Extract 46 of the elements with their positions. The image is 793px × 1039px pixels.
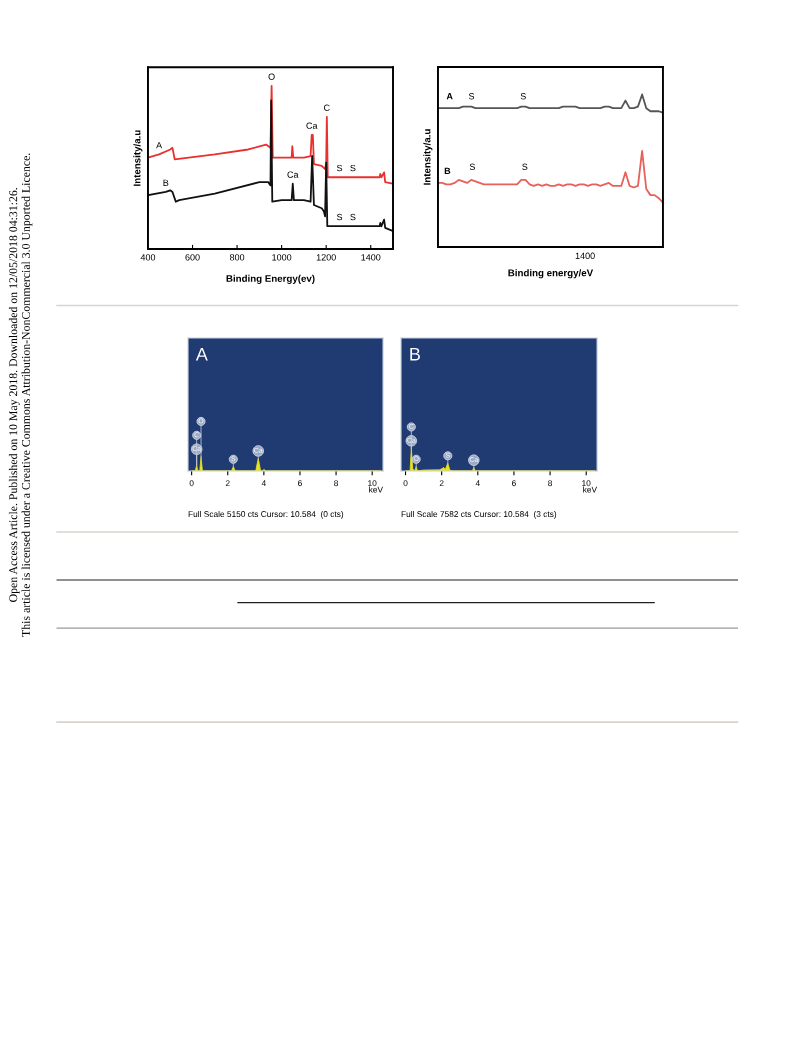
x-tick-label: 8 xyxy=(548,480,553,487)
annotation: S xyxy=(520,93,526,100)
x-tick-label: 10 xyxy=(368,480,377,487)
x-tick-label: 6 xyxy=(298,480,302,487)
annotation: S xyxy=(336,164,343,172)
annotation: S xyxy=(468,93,475,100)
x-tick-label: 1400 xyxy=(361,254,381,261)
annotation: A xyxy=(446,93,453,100)
x-tick-label: 2 xyxy=(439,480,444,487)
annotation: B xyxy=(444,167,451,175)
x-tick-label: 600 xyxy=(185,254,200,261)
x-axis-title: Binding Energy(ev) xyxy=(226,274,315,284)
annotation: B xyxy=(163,179,169,186)
x-tick-label: 4 xyxy=(261,480,266,487)
text: Full Scale 7582 cts Cursor: 10.584 (3 cts) xyxy=(401,510,557,519)
x-tick-label: 0 xyxy=(403,480,408,487)
y-axis-title: Intensity/a.u xyxy=(133,130,143,186)
annotation: S xyxy=(522,163,528,170)
x-tick-label: 0 xyxy=(189,480,194,487)
x-tick-label: 800 xyxy=(229,254,245,261)
y-axis-title: Intensity/a.u xyxy=(423,129,433,185)
x-tick-label: 2 xyxy=(225,480,230,487)
annotation: S xyxy=(350,213,356,221)
annotation: S xyxy=(350,164,356,172)
text: Full Scale 5150 cts Cursor: 10.584 (0 cts) xyxy=(188,510,344,519)
annotation: A xyxy=(156,142,163,149)
x-tick-label: 1200 xyxy=(316,254,336,261)
annotation: C xyxy=(324,104,330,111)
annotation: Ca xyxy=(287,171,299,178)
x-axis-title: Binding energy/eV xyxy=(508,269,594,279)
x-tick-label: 4 xyxy=(475,480,480,487)
annotation: S xyxy=(469,163,475,170)
x-axis-title: keV xyxy=(583,486,598,493)
text: This article is licensed under a Creative Commons Attribution-NonCommercial 3.0 Unported Licence. xyxy=(21,153,33,637)
x-tick-label: 6 xyxy=(512,480,516,487)
chart-title: A xyxy=(195,347,208,361)
x-tick-label: 1000 xyxy=(272,254,292,261)
annotation: Ca xyxy=(306,122,318,129)
chart-title: B xyxy=(410,347,420,361)
annotation: S xyxy=(336,213,343,221)
x-tick-label: 8 xyxy=(334,480,339,487)
x-tick-label: 400 xyxy=(140,254,156,261)
text: Open Access Article. Published on 10 May 2018. Downloaded on 12/05/2018 04:31:26. xyxy=(8,188,20,602)
x-axis-title: keV xyxy=(369,486,383,493)
annotation: O xyxy=(268,73,275,80)
x-tick-label: 10 xyxy=(582,480,591,487)
